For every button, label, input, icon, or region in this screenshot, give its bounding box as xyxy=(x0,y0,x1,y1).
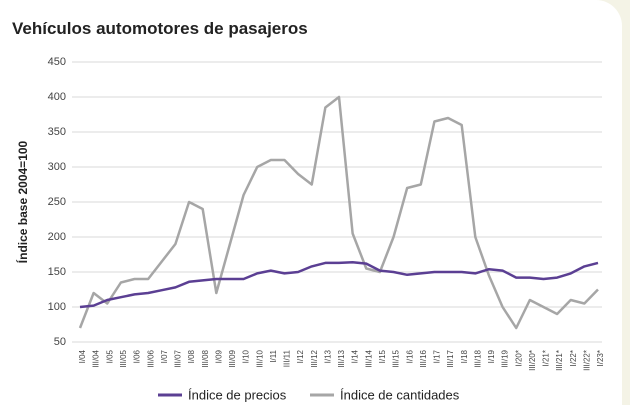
x-tick-label: I/22* xyxy=(569,350,578,366)
y-tick-label: 300 xyxy=(48,161,66,173)
x-tick-label: I/17 xyxy=(433,349,442,363)
x-tick-label: III/19 xyxy=(501,349,510,367)
x-tick-label: I/12 xyxy=(296,349,305,363)
x-tick-label: III/20* xyxy=(528,350,537,371)
x-tick-label: I/08 xyxy=(187,349,196,363)
x-tick-label: III/22* xyxy=(582,350,591,371)
x-tick-label: I/15 xyxy=(378,349,387,363)
y-tick-label: 400 xyxy=(48,91,66,103)
x-tick-label: III/08 xyxy=(201,349,210,367)
y-tick-label: 350 xyxy=(48,126,66,138)
x-tick-label: I/06 xyxy=(133,349,142,363)
x-tick-label: I/09 xyxy=(214,349,223,363)
y-tick-label: 100 xyxy=(48,301,66,313)
x-tick-label: III/09 xyxy=(228,349,237,367)
x-tick-label: III/12 xyxy=(310,349,319,367)
x-tick-label: III/17 xyxy=(446,349,455,367)
x-tick-label: III/11 xyxy=(283,349,292,367)
legend-label: Índice de precios xyxy=(188,387,287,402)
x-tick-label: III/16 xyxy=(419,349,428,367)
x-tick-label: I/13 xyxy=(323,349,332,363)
x-tick-label: III/10 xyxy=(255,349,264,367)
x-tick-label: I/11 xyxy=(269,349,278,362)
y-tick-label: 250 xyxy=(48,196,66,208)
y-tick-label: 150 xyxy=(48,266,66,278)
chart-title: Vehículos automotores de pasajeros xyxy=(12,19,308,38)
x-tick-label: III/13 xyxy=(337,349,346,367)
x-tick-label: III/04 xyxy=(92,349,101,367)
x-tick-label: I/21* xyxy=(542,350,551,366)
x-tick-label: III/18 xyxy=(473,349,482,367)
x-tick-label: III/05 xyxy=(119,349,128,367)
y-tick-label: 200 xyxy=(48,231,66,243)
series-line xyxy=(79,260,599,309)
x-tick-label: III/06 xyxy=(146,349,155,367)
x-tick-label: I/14 xyxy=(351,349,360,363)
x-tick-label: I/05 xyxy=(105,349,114,363)
x-tick-label: I/19 xyxy=(487,349,496,363)
x-tick-label: I/16 xyxy=(405,349,414,363)
x-tick-label: I/18 xyxy=(460,349,469,363)
x-tick-label: I/23* xyxy=(596,350,605,366)
x-tick-label: III/07 xyxy=(174,349,183,367)
series-line xyxy=(78,95,599,330)
y-axis-label: Índice base 2004=100 xyxy=(15,140,30,263)
y-tick-label: 450 xyxy=(48,56,66,68)
x-tick-label: III/14 xyxy=(364,349,373,367)
legend-label: Índice de cantidades xyxy=(340,387,460,402)
x-tick-label: I/20* xyxy=(514,350,523,366)
x-tick-label: III/21* xyxy=(555,350,564,371)
y-tick-label: 50 xyxy=(54,336,66,348)
x-tick-label: I/07 xyxy=(160,349,169,363)
x-tick-label: I/04 xyxy=(78,349,87,363)
x-tick-label: I/10 xyxy=(242,349,251,363)
x-tick-label: III/15 xyxy=(392,349,401,367)
